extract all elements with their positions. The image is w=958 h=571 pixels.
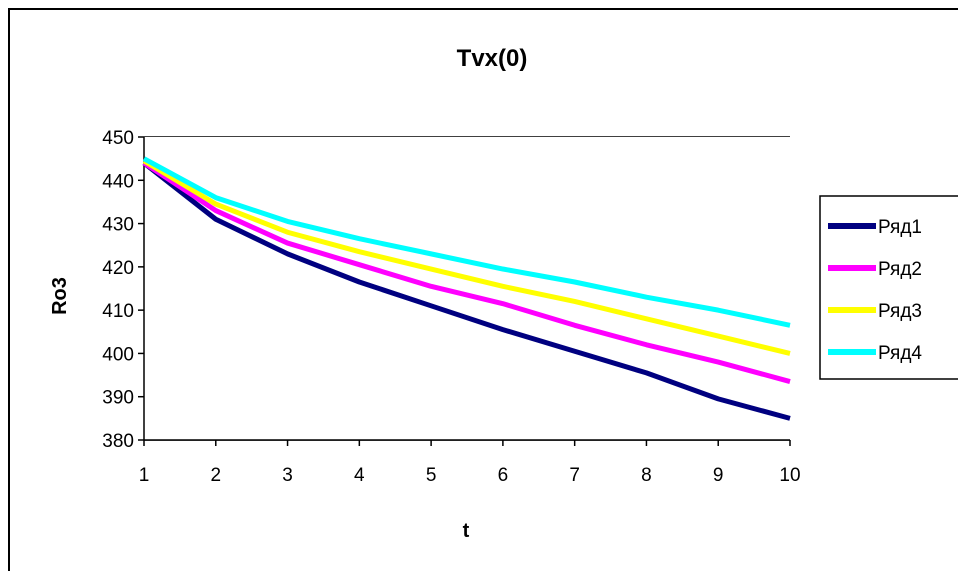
x-tick-label: 7 [569,465,580,486]
series-line-1 [142,161,791,421]
chart-frame [8,8,958,571]
series-line-4 [142,156,791,328]
x-tick-label: 9 [713,465,724,486]
x-tick-label: 8 [641,465,652,486]
series-line-3 [142,158,791,356]
legend-label-4: Ряд4 [878,343,922,364]
y-axis-ticks: 380 390 400 410 420 430 440 450 [102,128,145,452]
y-tick-label: 380 [102,431,134,452]
x-tick-label: 2 [210,465,221,486]
y-tick-label: 390 [102,388,134,409]
y-tick-label: 400 [102,344,134,365]
y-tick-label: 420 [102,258,134,279]
y-axis-label: Ro3 [49,277,71,315]
x-tick-label: 6 [498,465,509,486]
plot-background [144,137,790,440]
legend-label-1: Ряд1 [878,217,922,238]
x-axis-ticks: 1 2 3 4 5 6 7 8 9 10 [139,439,801,486]
x-tick-label: 3 [282,465,293,486]
x-axis-label: t [463,520,470,542]
x-tick-label: 10 [779,465,800,486]
x-tick-label: 5 [426,465,437,486]
x-tick-label: 1 [139,465,150,486]
y-tick-label: 450 [102,128,134,149]
plot-area [144,137,790,440]
legend: Ряд1 Ряд2 Ряд3 Ряд4 [819,195,958,380]
x-tick-label: 4 [354,465,365,486]
y-tick-label: 440 [102,171,134,192]
y-tick-label: 430 [102,215,134,236]
legend-label-2: Ряд2 [878,259,922,280]
y-tick-label: 410 [102,301,134,322]
series-line-2 [142,160,791,384]
chart-title: Tvx(0) [457,45,528,72]
series-lines [142,156,791,421]
legend-label-3: Ряд3 [878,301,922,322]
